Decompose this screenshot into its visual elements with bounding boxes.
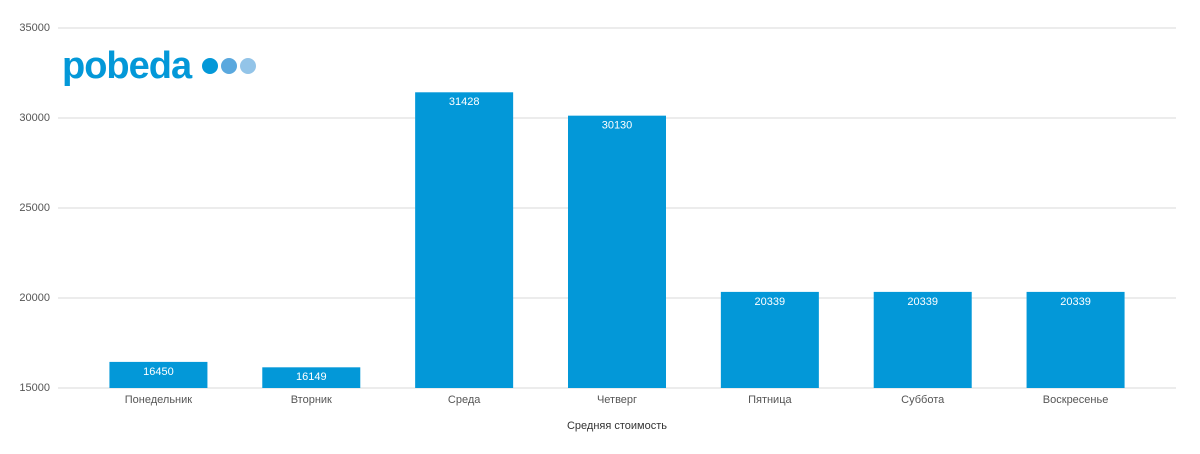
bar [415, 92, 514, 389]
logo-dot [202, 58, 218, 74]
x-tick-label: Понедельник [125, 394, 193, 406]
x-tick-label: Воскресенье [1043, 394, 1109, 406]
value-label: 20339 [755, 296, 786, 308]
y-tick-label: 15000 [19, 382, 50, 394]
x-tick-label: Четверг [597, 394, 637, 406]
logo-dot [221, 58, 237, 74]
y-tick-label: 30000 [19, 112, 50, 124]
x-tick-label: Вторник [291, 394, 332, 406]
x-axis-title: Средняя стоимость [567, 420, 667, 432]
x-tick-label: Пятница [748, 394, 792, 406]
value-label: 30130 [602, 120, 633, 132]
value-label: 16450 [143, 366, 174, 378]
value-label: 20339 [1060, 296, 1091, 308]
x-tick-label: Среда [448, 394, 481, 406]
bar [720, 291, 819, 388]
y-tick-label: 20000 [19, 292, 50, 304]
y-tick-label: 25000 [19, 202, 50, 214]
value-label: 20339 [907, 296, 938, 308]
logo-dot [240, 58, 256, 74]
bar [873, 291, 972, 388]
logo: pobeda [62, 45, 193, 87]
bar [568, 115, 666, 388]
value-label: 16149 [296, 371, 327, 383]
y-tick-label: 35000 [19, 22, 50, 34]
value-label: 31428 [449, 96, 480, 108]
bar [109, 361, 208, 388]
bar [262, 367, 361, 388]
bar [1026, 291, 1125, 388]
x-tick-label: Суббота [901, 394, 945, 406]
